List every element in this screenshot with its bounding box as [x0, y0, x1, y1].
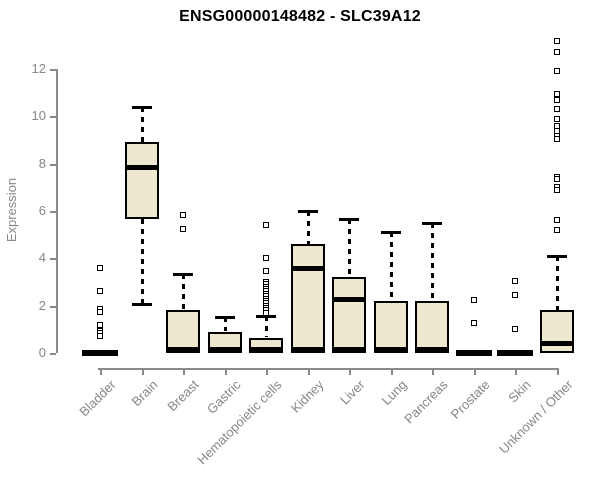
boxplot-zero-band [209, 347, 241, 352]
boxplot-median [542, 341, 572, 346]
boxplot-lower-whisker [141, 219, 144, 304]
boxplot-upper-cap [215, 316, 235, 319]
y-axis-line [56, 69, 58, 353]
boxplot-upper-cap [339, 218, 359, 221]
boxplot-upper-cap [422, 222, 442, 225]
y-tick-label: 6 [38, 203, 46, 218]
chart-title: ENSG00000148482 - SLC39A12 [179, 8, 421, 25]
boxplot-flat-bar [82, 350, 118, 356]
boxplot-median [127, 165, 157, 170]
boxplot-box [332, 277, 366, 353]
outlier-point [263, 255, 269, 261]
y-tick-label: 8 [38, 156, 46, 171]
outlier-point [554, 106, 560, 112]
x-axis-tick [515, 368, 517, 375]
x-axis-tick [308, 368, 310, 375]
outlier-point [554, 187, 560, 193]
boxplot-box [415, 301, 449, 353]
x-axis-tick [391, 368, 393, 375]
boxplot-box [166, 310, 200, 353]
boxplot-upper-cap [298, 210, 318, 213]
boxplot-box [291, 244, 325, 353]
boxplot-upper-whisker [265, 316, 268, 337]
boxplot-flat-bar [497, 350, 533, 356]
outlier-point [512, 278, 518, 284]
boxplot-zero-band [292, 347, 324, 352]
boxplot-zero-band [375, 347, 407, 352]
boxplot-upper-whisker [556, 256, 559, 310]
outlier-point [471, 320, 477, 326]
y-tick-label: 12 [31, 61, 46, 76]
boxplot-median [293, 266, 323, 271]
boxplot-upper-whisker [307, 211, 310, 244]
x-axis-tick [557, 368, 559, 375]
outlier-point [554, 49, 560, 55]
outlier-point [263, 268, 269, 274]
boxplot-upper-cap [256, 315, 276, 318]
outlier-point [471, 297, 477, 303]
x-axis-line [98, 368, 559, 370]
x-axis-tick [432, 368, 434, 375]
outlier-point [263, 222, 269, 228]
boxplot-upper-cap [381, 231, 401, 234]
y-tick-label: 2 [38, 298, 46, 313]
boxplot-upper-cap [132, 106, 152, 109]
outlier-point [554, 116, 560, 122]
outlier-point [97, 333, 103, 339]
x-axis-tick [100, 368, 102, 375]
boxplot-zero-band [416, 347, 448, 352]
outlier-point [97, 322, 103, 328]
boxplot-zero-band [167, 347, 199, 352]
x-axis-tick [183, 368, 185, 375]
y-axis-tick [50, 116, 56, 118]
boxplot-upper-whisker [224, 317, 227, 331]
outlier-point [554, 68, 560, 74]
outlier-point [512, 326, 518, 332]
y-axis-tick [50, 211, 56, 213]
boxplot-upper-whisker [182, 274, 185, 311]
boxplot-upper-whisker [431, 223, 434, 301]
boxplot-box [540, 310, 574, 353]
boxplot-upper-cap [173, 273, 193, 276]
y-tick-label: 10 [31, 108, 46, 123]
y-axis-tick [50, 164, 56, 166]
boxplot-zero-band [333, 347, 365, 352]
boxplot-median [334, 297, 364, 302]
x-axis-tick [142, 368, 144, 375]
x-axis-tick [474, 368, 476, 375]
boxplot-upper-whisker [390, 232, 393, 301]
outlier-point [554, 176, 560, 182]
outlier-point [97, 288, 103, 294]
outlier-point [554, 38, 560, 44]
y-axis-tick [50, 69, 56, 71]
outlier-point [554, 217, 560, 223]
outlier-point [180, 212, 186, 218]
y-tick-label: 4 [38, 250, 46, 265]
boxplot-lower-cap [132, 303, 152, 306]
y-axis-tick [50, 353, 56, 355]
x-axis-tick [349, 368, 351, 375]
boxplot-upper-whisker [141, 107, 144, 143]
outlier-point [180, 226, 186, 232]
outlier-point [97, 265, 103, 271]
outlier-point [554, 97, 560, 103]
boxplot-zero-band [250, 347, 282, 352]
outlier-point [554, 91, 560, 97]
boxplot-flat-bar [456, 350, 492, 356]
boxplot-upper-cap [547, 255, 567, 258]
y-axis-tick [50, 306, 56, 308]
x-axis-tick [225, 368, 227, 375]
boxplot-box [125, 142, 159, 219]
outlier-point [554, 227, 560, 233]
y-tick-label: 0 [38, 345, 46, 360]
outlier-point [263, 310, 269, 316]
x-axis-tick [266, 368, 268, 375]
outlier-point [97, 309, 103, 315]
outlier-point [554, 136, 560, 142]
outlier-point [512, 292, 518, 298]
boxplot-box [374, 301, 408, 353]
boxplot-upper-whisker [348, 219, 351, 277]
y-axis-tick [50, 258, 56, 260]
